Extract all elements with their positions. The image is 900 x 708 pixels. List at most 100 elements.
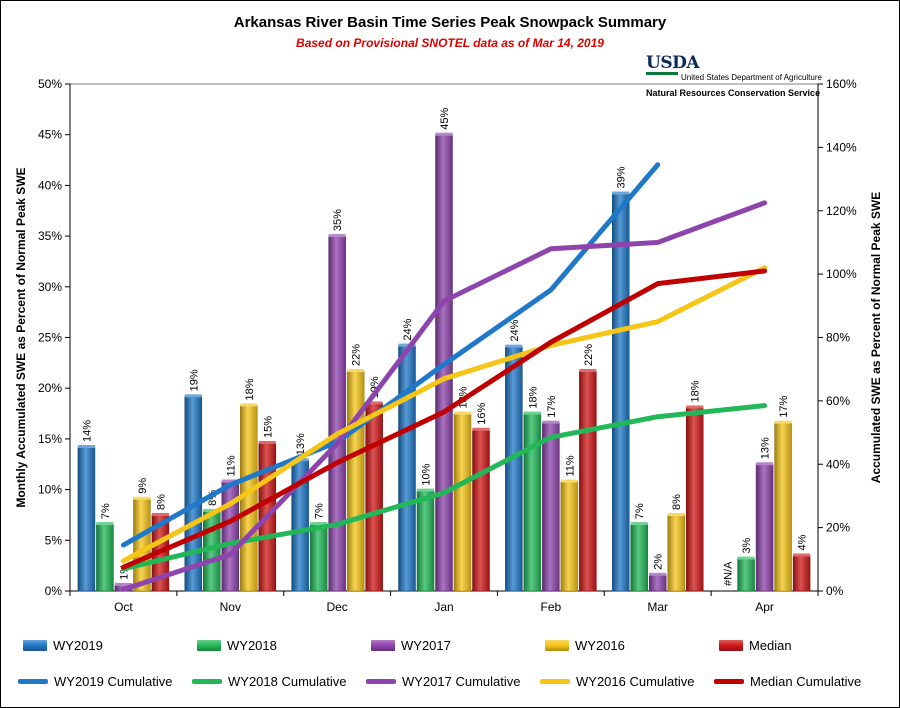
left-axis-tick-label: 25% <box>38 331 62 345</box>
right-axis-tick-label: 0% <box>826 584 844 598</box>
legend-label: WY2017 Cumulative <box>402 673 521 689</box>
bar-cap <box>184 394 202 398</box>
bar-cap <box>258 440 276 444</box>
left-axis-tick-label: 40% <box>38 178 62 192</box>
bar-cap <box>774 420 792 424</box>
bar-wy2018-oct <box>96 523 114 592</box>
bar-cap <box>737 556 755 560</box>
usda-department-name: United States Department of Agriculture <box>681 73 822 82</box>
left-axis-title: Monthly Accumulated SWE as Percent of No… <box>14 167 28 507</box>
bar-cap <box>454 411 471 415</box>
bar-cap <box>630 522 648 526</box>
bar-cap <box>560 479 578 483</box>
bar-data-label: 3% <box>741 537 753 553</box>
right-axis-tick-label: 100% <box>826 267 857 281</box>
chart-subtitle: Based on Provisional SNOTEL data as of M… <box>296 36 604 50</box>
left-axis-tick-label: 45% <box>38 128 62 142</box>
left-axis-tick-label: 30% <box>38 280 62 294</box>
bar-data-label: 18% <box>690 380 702 402</box>
bar-data-label: 19% <box>188 369 200 391</box>
x-axis-tick-label: Nov <box>220 600 241 614</box>
bar-wy2017-dec <box>328 235 346 592</box>
legend-swatch <box>545 639 569 651</box>
bar-wy2016-jan <box>453 413 472 592</box>
bar-wy2019-mar <box>611 193 630 592</box>
bar-median-mar <box>685 407 704 592</box>
bar-wy2016-apr <box>774 422 792 592</box>
bar-cap <box>114 582 132 586</box>
left-axis-tick-label: 20% <box>38 381 62 395</box>
bar-data-label: 17% <box>546 395 558 417</box>
bar-data-label: 24% <box>402 318 414 340</box>
x-axis-tick-label: Oct <box>114 600 133 614</box>
legend-label: WY2019 Cumulative <box>54 673 173 689</box>
legend-line-swatch <box>366 678 396 684</box>
legend-line-swatch <box>714 678 744 684</box>
line-median-cumulative <box>120 268 768 570</box>
legend-line-swatch <box>18 678 48 684</box>
bar-wy2016-oct <box>133 498 151 592</box>
bar-cap <box>328 234 346 238</box>
line-wy2019-cumulative <box>120 162 661 548</box>
bar-cap <box>542 420 560 424</box>
bar-cap <box>579 368 597 372</box>
right-axis-tick-label: 120% <box>826 204 857 218</box>
bar-wy2018-dec <box>309 523 328 592</box>
right-axis-tick-label: 160% <box>826 77 857 91</box>
legend-item-line: WY2019 Cumulative <box>18 672 173 690</box>
legend-label: WY2016 <box>575 637 625 653</box>
left-axis-tick-label: 10% <box>38 483 62 497</box>
legend-swatch <box>197 639 221 651</box>
bar-median-feb <box>579 370 597 592</box>
bar-data-label: 22% <box>351 344 363 366</box>
legend-item-bar: Median <box>719 636 792 654</box>
bar-cap <box>151 512 169 516</box>
bar-wy2019-nov <box>184 396 203 592</box>
line-wy2017-cumulative <box>120 200 768 592</box>
left-axis-tick-label: 15% <box>38 432 62 446</box>
bar-median-apr <box>792 555 811 592</box>
bar-median-jan <box>472 429 490 592</box>
bar-data-label: 14% <box>81 420 93 442</box>
bar-wy2018-jan <box>416 490 435 592</box>
legend-label: WY2018 Cumulative <box>228 673 347 689</box>
legend-label: WY2016 Cumulative <box>576 673 695 689</box>
bar-wy2019-feb <box>505 346 523 592</box>
bar-wy2017-feb <box>542 422 560 592</box>
bar-cap <box>793 553 811 557</box>
bar-cap <box>133 496 151 500</box>
bar-cap <box>667 512 685 516</box>
bar-data-label: 13% <box>295 433 307 455</box>
bar-cap <box>472 427 490 431</box>
bar-data-label: 16% <box>476 403 488 425</box>
bar-wy2018-feb <box>523 413 542 592</box>
legend-item-line: WY2018 Cumulative <box>192 672 347 690</box>
bar-data-label: 39% <box>616 166 628 188</box>
bar-cap <box>686 405 704 409</box>
bar-wy2016-feb <box>560 481 579 592</box>
x-axis-tick-label: Feb <box>541 600 562 614</box>
legend-item-line: WY2017 Cumulative <box>366 672 521 690</box>
bar-cap <box>77 445 95 449</box>
bar-wy2016-dec <box>346 370 365 592</box>
bar-data-label: 9% <box>137 478 149 494</box>
bar-cap <box>612 191 630 195</box>
bar-wy2019-oct <box>77 446 96 592</box>
bar-data-label: 10% <box>421 463 433 485</box>
bar-data-label: #N/A <box>723 561 735 586</box>
bar-cap <box>417 488 434 492</box>
bar-cap <box>435 132 453 136</box>
legend-swatch <box>371 639 395 651</box>
legend-line-swatch <box>540 678 570 684</box>
legend-label: WY2019 <box>53 637 103 653</box>
bar-data-label: 7% <box>314 503 326 519</box>
bar-data-label: 7% <box>634 503 646 519</box>
bar-data-label: 8% <box>155 494 167 510</box>
x-axis-tick-label: Dec <box>326 600 347 614</box>
x-axis-tick-label: Jan <box>434 600 453 614</box>
right-axis-tick-label: 20% <box>826 521 850 535</box>
bar-cap <box>347 368 365 372</box>
bar-data-label: 7% <box>100 503 112 519</box>
bar-wy2018-apr <box>737 558 755 592</box>
